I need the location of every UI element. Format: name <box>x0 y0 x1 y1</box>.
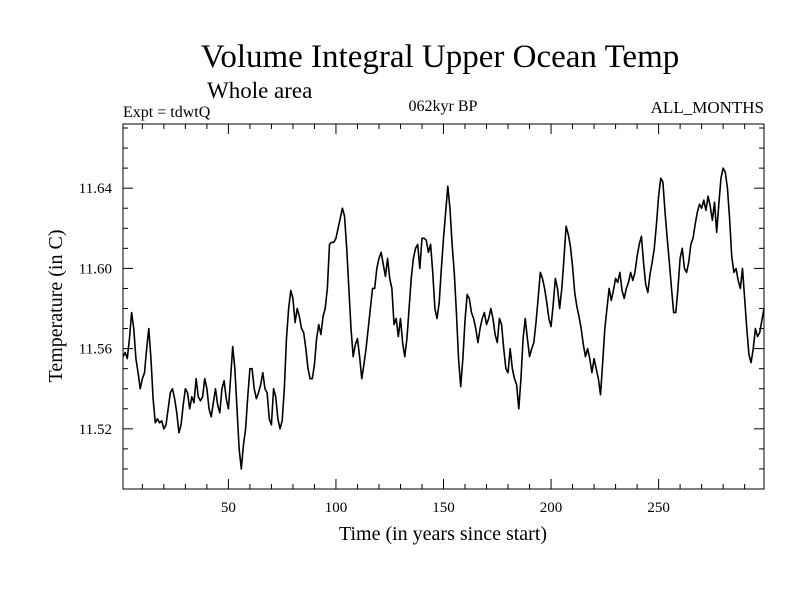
y-tick-label: 11.60 <box>79 261 112 277</box>
months-label: ALL_MONTHS <box>651 98 764 117</box>
period-label: 062kyr BP <box>409 98 478 115</box>
chart-subtitle: Whole area <box>207 78 312 103</box>
x-tick-label: 250 <box>647 500 670 516</box>
plot-frame <box>122 123 765 490</box>
y-tick-label: 11.64 <box>79 181 113 197</box>
data-series <box>122 167 765 470</box>
y-tick-labels: 11.52 11.56 11.60 11.64 <box>79 181 113 438</box>
x-tick-labels: 50 100 150 200 250 <box>221 500 670 516</box>
y-tick-label: 11.52 <box>79 422 112 438</box>
chart-title: Volume Integral Upper Ocean Temp <box>201 39 679 75</box>
x-tick-label: 150 <box>432 500 455 516</box>
x-tick-label: 100 <box>325 500 348 516</box>
experiment-label: Expt = tdwtQ <box>123 104 211 121</box>
x-tick-label: 200 <box>540 500 563 516</box>
temperature-line <box>122 167 765 470</box>
y-axis-label: Temperature (in C) <box>45 230 67 383</box>
x-tick-label: 50 <box>221 500 236 516</box>
axis-ticks <box>123 124 764 490</box>
x-axis-label: Time (in years since start) <box>339 523 547 545</box>
y-tick-label: 11.56 <box>79 342 113 358</box>
